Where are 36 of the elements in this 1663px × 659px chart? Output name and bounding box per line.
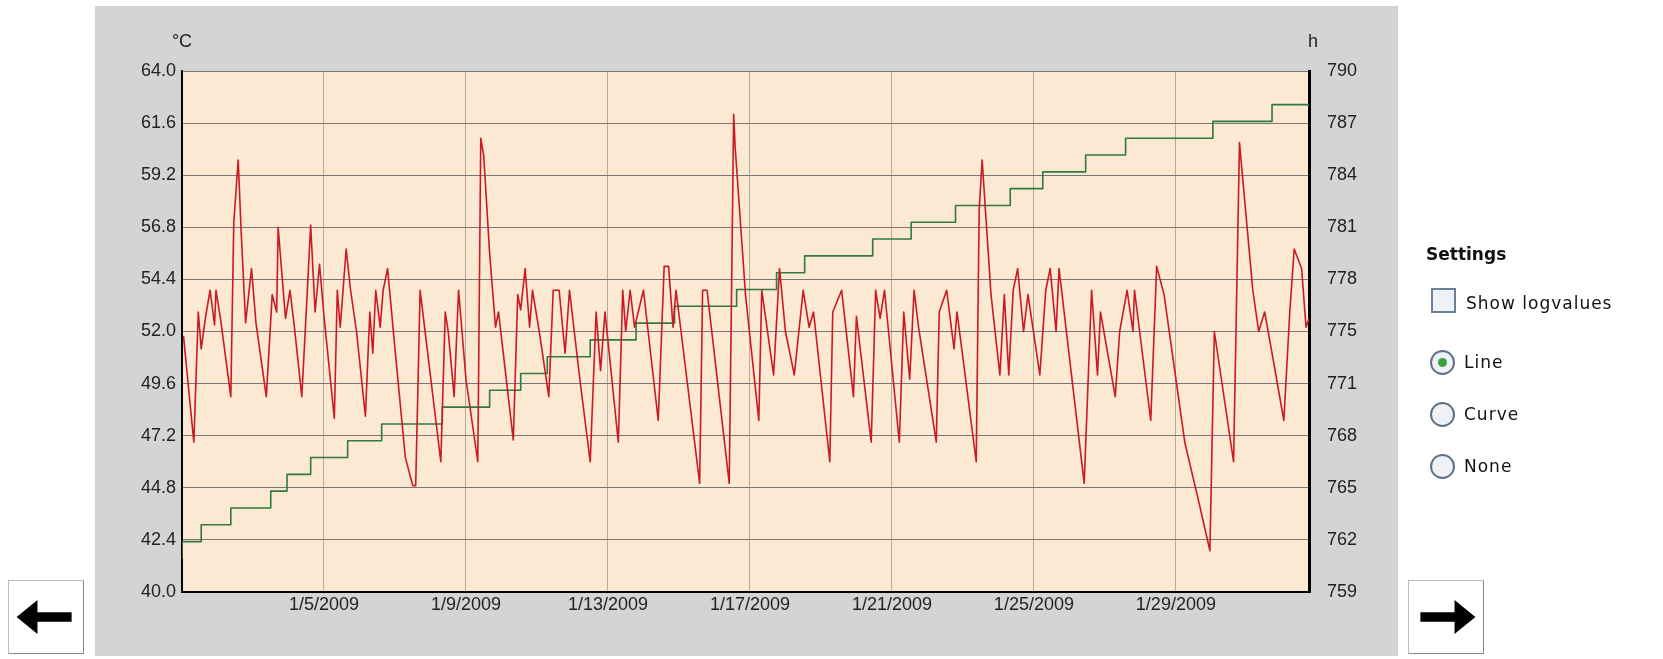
y-tick-label: 40.0 <box>140 580 176 601</box>
y2-tick-label: 762 <box>1327 528 1358 549</box>
x-tick-label: 1/13/2009 <box>567 593 648 614</box>
y2-tick-label: 775 <box>1327 320 1358 341</box>
y2-tick-label: 787 <box>1327 112 1358 133</box>
text: None <box>1464 456 1513 476</box>
y-tick-label: 47.2 <box>140 424 176 445</box>
y-tick-label: 61.6 <box>140 112 176 133</box>
x-tick-label: 1/9/2009 <box>430 593 502 614</box>
y2-tick-label: 768 <box>1327 424 1358 445</box>
y2-tick-label: 781 <box>1327 216 1358 237</box>
y-axis-title: °C <box>171 30 193 51</box>
y-tick-label: 56.8 <box>140 216 176 237</box>
text: Show logvalues <box>1466 293 1613 313</box>
x-tick-label: 1/21/2009 <box>851 593 932 614</box>
y2-tick-label: 759 <box>1327 580 1358 601</box>
x-tick-label: 1/25/2009 <box>993 593 1074 614</box>
y-tick-label: 52.0 <box>140 320 176 341</box>
text: Settings <box>1426 244 1507 264</box>
y-tick-label: 59.2 <box>140 164 176 185</box>
x-tick-label: 1/29/2009 <box>1135 593 1216 614</box>
x-tick-label: 1/17/2009 <box>709 593 790 614</box>
text: Curve <box>1464 404 1520 424</box>
y-tick-label: 44.8 <box>140 476 176 497</box>
y2-tick-label: 765 <box>1327 476 1358 497</box>
y-tick-label: 49.6 <box>140 372 176 393</box>
y2-tick-label: 784 <box>1327 164 1358 185</box>
y2-tick-label: 778 <box>1327 268 1358 289</box>
y2-tick-label: 771 <box>1327 372 1358 393</box>
y2-axis-title: h <box>1307 30 1319 51</box>
y-tick-label: 64.0 <box>140 59 176 80</box>
x-tick-label: 1/5/2009 <box>288 593 360 614</box>
y-tick-label: 42.4 <box>140 528 176 549</box>
y2-tick-label: 790 <box>1327 59 1358 80</box>
y-tick-label: 54.4 <box>140 268 176 289</box>
text: Line <box>1464 352 1504 372</box>
